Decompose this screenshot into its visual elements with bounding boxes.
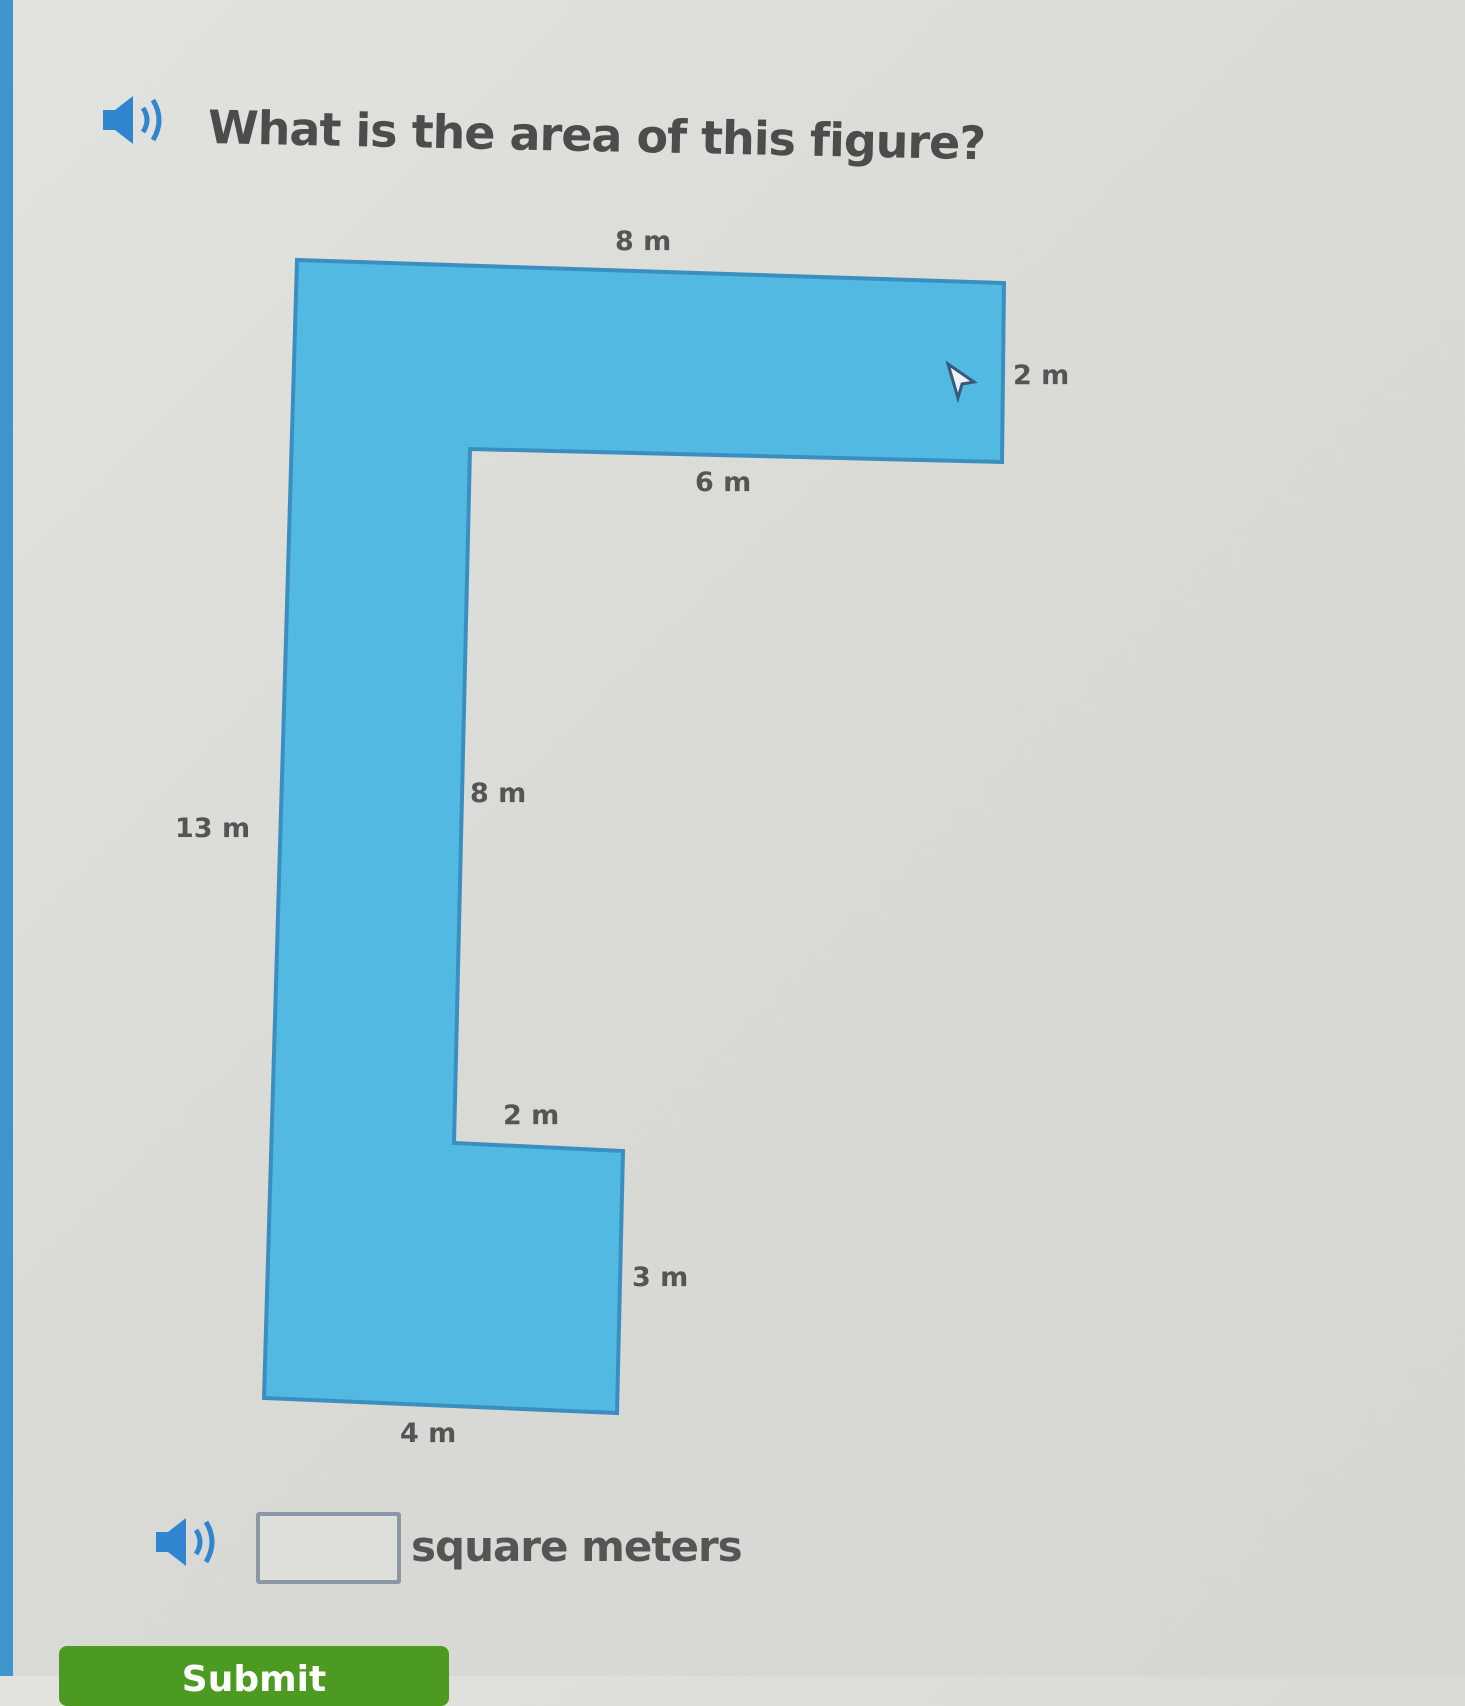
submit-button[interactable]: Submit: [59, 1646, 449, 1706]
speaker-icon[interactable]: [99, 92, 175, 148]
label-inner-top: 6 m: [695, 467, 752, 498]
label-step-right: 3 m: [632, 1262, 689, 1293]
label-left: 13 m: [175, 813, 251, 844]
figure-shape: [261, 257, 1007, 1416]
label-top: 8 m: [615, 226, 672, 257]
left-accent-bar: [0, 0, 13, 1676]
unit-label: square meters: [411, 1522, 743, 1571]
label-bottom: 4 m: [400, 1418, 457, 1449]
label-step-top: 2 m: [503, 1100, 560, 1131]
mouse-cursor-icon: [945, 360, 978, 404]
label-inner-left: 8 m: [470, 778, 527, 809]
label-right-top: 2 m: [1013, 360, 1070, 391]
answer-speaker-icon[interactable]: [152, 1512, 228, 1572]
answer-input[interactable]: [256, 1512, 401, 1584]
